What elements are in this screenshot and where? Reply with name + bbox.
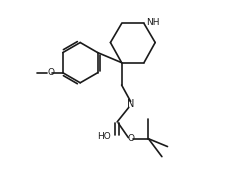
Text: NH: NH <box>146 18 159 27</box>
Text: N: N <box>127 99 134 109</box>
Text: HO: HO <box>97 132 111 141</box>
Text: O: O <box>48 68 55 77</box>
Text: O: O <box>127 134 134 143</box>
